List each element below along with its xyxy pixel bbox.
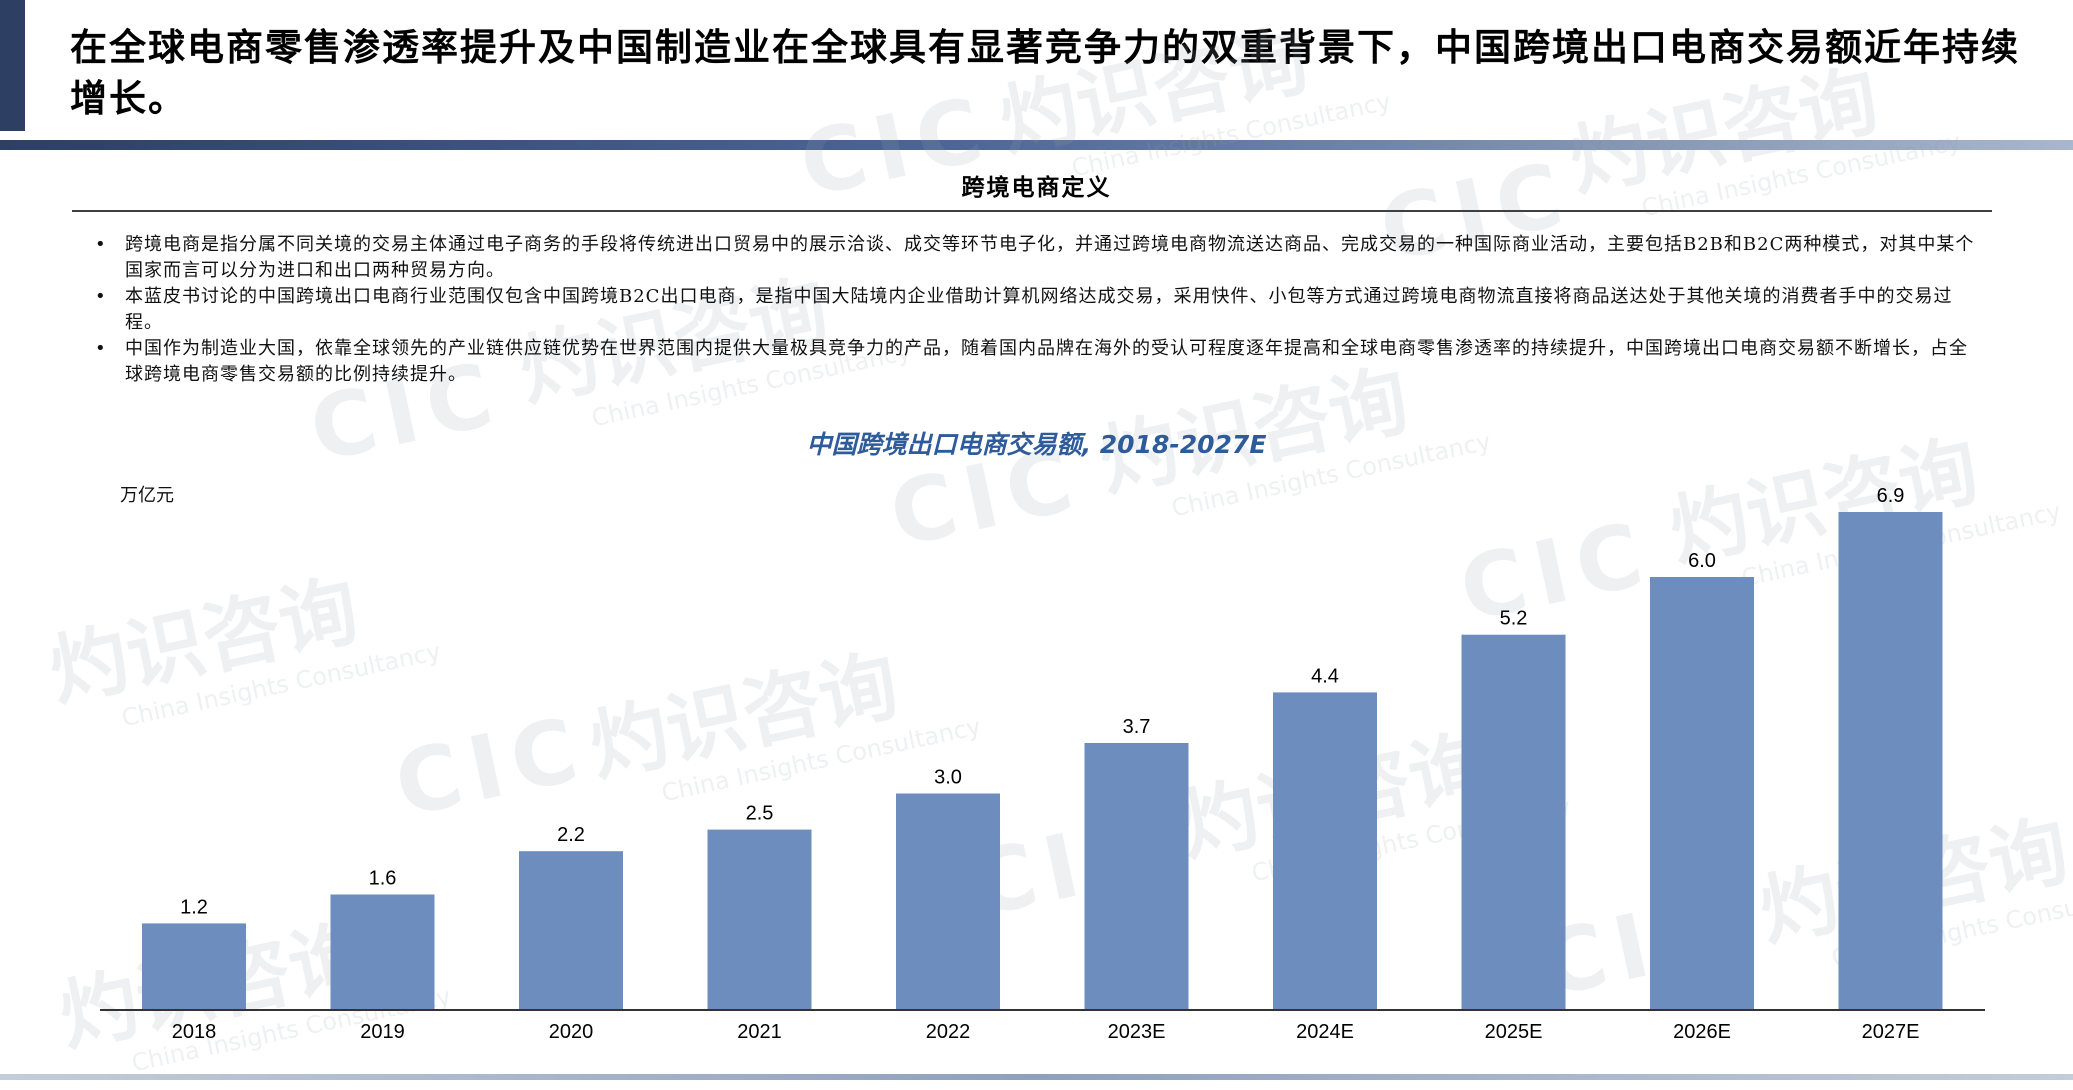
data-label-2027E: 6.9 xyxy=(1877,485,1905,507)
bar-2018 xyxy=(142,923,246,1010)
bar-2019 xyxy=(330,894,435,1010)
x-tick-label-2026E: 2026E xyxy=(1673,1021,1731,1043)
y-axis-unit-label: 万亿元 xyxy=(120,485,174,506)
bar-2025E xyxy=(1461,634,1566,1010)
data-label-2021: 2.5 xyxy=(746,803,774,825)
bar-2022 xyxy=(896,793,1000,1010)
x-tick-label-2018: 2018 xyxy=(172,1021,217,1043)
definition-title: 跨境电商定义 xyxy=(961,175,1112,201)
x-tick-label-2022: 2022 xyxy=(926,1021,971,1043)
data-label-2026E: 6.0 xyxy=(1688,550,1716,572)
data-label-2019: 1.6 xyxy=(369,868,397,890)
x-tick-label-2025E: 2025E xyxy=(1485,1021,1543,1043)
page-headline: 在全球电商零售渗透率提升及中国制造业在全球具有显著竞争力的双重背景下，中国跨境出… xyxy=(70,26,2020,120)
header-divider xyxy=(0,140,2073,150)
data-label-2020: 2.2 xyxy=(557,824,585,846)
data-label-2018: 1.2 xyxy=(180,896,208,918)
x-tick-label-2020: 2020 xyxy=(549,1021,594,1043)
bar-2026E xyxy=(1650,577,1754,1010)
x-tick-label-2027E: 2027E xyxy=(1862,1021,1920,1043)
bar-2020 xyxy=(519,851,623,1010)
x-tick-label-2019: 2019 xyxy=(360,1021,405,1043)
chart-title: 中国跨境出口电商交易额, 2018-2027E xyxy=(806,430,1267,459)
bar-2024E xyxy=(1273,692,1377,1010)
bar-2023E xyxy=(1084,743,1189,1010)
data-label-2023E: 3.7 xyxy=(1123,716,1151,738)
data-label-2024E: 4.4 xyxy=(1311,665,1339,687)
definition-divider xyxy=(72,210,1992,212)
data-label-2025E: 5.2 xyxy=(1500,608,1528,630)
bar-2027E xyxy=(1838,512,1943,1010)
bar-2021 xyxy=(707,829,812,1010)
definition-bullet: 本蓝皮书讨论的中国跨境出口电商行业范围仅包含中国跨境B2C出口电商，是指中国大陆… xyxy=(95,284,1975,336)
footer-divider xyxy=(0,1074,2073,1080)
header-accent-block xyxy=(0,0,25,131)
definition-bullet: 跨境电商是指分属不同关境的交易主体通过电子商务的手段将传统进出口贸易中的展示洽谈… xyxy=(95,232,1975,284)
x-tick-label-2023E: 2023E xyxy=(1108,1021,1166,1043)
x-tick-label-2024E: 2024E xyxy=(1296,1021,1354,1043)
data-label-2022: 3.0 xyxy=(934,767,962,789)
definition-bullet: 中国作为制造业大国，依靠全球领先的产业链供应链优势在世界范围内提供大量极具竞争力… xyxy=(95,336,1975,388)
definition-bullet-list: 跨境电商是指分属不同关境的交易主体通过电子商务的手段将传统进出口贸易中的展示洽谈… xyxy=(95,232,1975,388)
x-tick-label-2021: 2021 xyxy=(737,1021,782,1043)
